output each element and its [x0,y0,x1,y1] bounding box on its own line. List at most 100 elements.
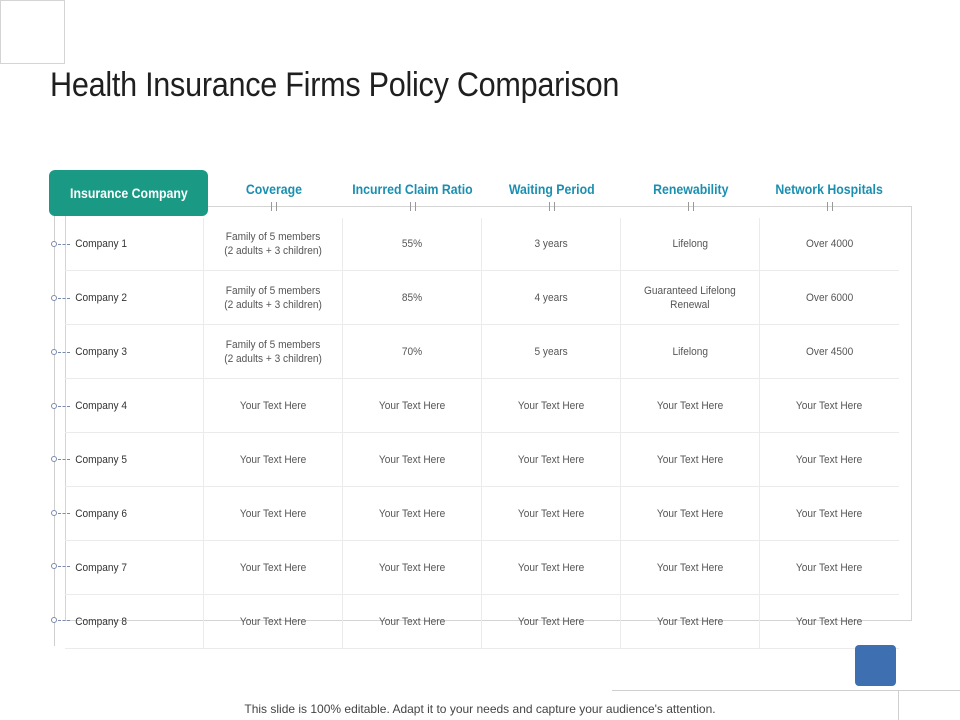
cell-text: Your Text Here [239,615,307,628]
cell-text: 55% [401,238,423,250]
header-label: Incurred Claim Ratio [352,181,473,197]
network-hospitals-cell: Over 4000 [760,218,899,270]
header-label: Renewability [652,181,729,197]
company-cell: Company 7 [65,541,204,594]
renewability-cell: Your Text Here [621,379,760,432]
waiting-period-cell: Your Text Here [482,487,621,540]
corner-placeholder-box [0,0,65,64]
renewability-cell: Your Text Here [621,541,760,594]
row-connector-icon [51,456,71,464]
claim-ratio-cell: Your Text Here [343,433,482,486]
network-hospitals-cell: Your Text Here [760,379,899,432]
cell-text: 4 years [534,291,568,304]
header-label: Insurance Company [69,185,188,201]
row-connector-icon [51,241,71,249]
cell-text: Lifelong [672,345,708,358]
cell-text: Your Text Here [796,561,863,574]
cell-text: Family of 5 members (2 adults + 3 childr… [224,231,322,257]
table-row: Company 2 Family of 5 members (2 adults … [65,271,899,325]
claim-ratio-cell: Your Text Here [343,541,482,594]
header-renewability: Renewability [621,181,760,197]
table-row: Company 4 Your Text Here Your Text Here … [65,379,899,433]
cell-text: Your Text Here [378,453,446,466]
company-name: Company 2 [75,291,128,304]
header-tick-mark [410,202,416,211]
company-name: Company 4 [75,399,128,412]
decorative-line [612,690,960,691]
network-hospitals-cell: Your Text Here [760,541,899,594]
waiting-period-cell: Your Text Here [482,433,621,486]
table-row: Company 5 Your Text Here Your Text Here … [65,433,899,487]
waiting-period-cell: Your Text Here [482,379,621,432]
renewability-cell: Your Text Here [621,595,760,648]
claim-ratio-cell: Your Text Here [343,595,482,648]
header-tick-mark [271,202,277,211]
row-connector-icon [51,563,71,571]
company-cell: Company 1 [65,218,204,270]
header-label: Network Hospitals [775,181,884,197]
cell-text: 85% [401,291,423,304]
header-label: Waiting Period [508,181,595,197]
cell-text: Over 6000 [805,291,854,304]
cell-text: Your Text Here [517,507,585,520]
cell-text: Your Text Here [517,561,585,574]
timeline-line [54,206,55,646]
network-hospitals-cell: Your Text Here [760,487,899,540]
cell-text: Your Text Here [796,615,863,628]
header-coverage: Coverage [204,181,343,197]
cell-text: Your Text Here [239,453,307,466]
renewability-cell: Your Text Here [621,433,760,486]
waiting-period-cell: Your Text Here [482,541,621,594]
company-cell: Company 4 [65,379,204,432]
cell-text: Your Text Here [796,399,863,412]
cell-text: 70% [401,345,423,358]
coverage-cell: Your Text Here [204,379,343,432]
header-incurred-claim-ratio: Incurred Claim Ratio [343,181,482,197]
table-row: Company 8 Your Text Here Your Text Here … [65,595,899,649]
cell-text: Your Text Here [656,453,724,466]
waiting-period-cell: 3 years [482,218,621,270]
renewability-cell: Your Text Here [621,487,760,540]
header-network-hospitals: Network Hospitals [760,181,899,197]
header-insurance-company: Insurance Company [49,170,208,216]
renewability-cell: Lifelong [621,325,760,378]
coverage-cell: Your Text Here [204,541,343,594]
coverage-cell: Family of 5 members (2 adults + 3 childr… [204,218,343,270]
renewability-cell: Lifelong [621,218,760,270]
row-connector-icon [51,403,71,411]
cell-text: Over 4500 [805,345,854,358]
footer-note: This slide is 100% editable. Adapt it to… [244,702,716,716]
row-connector-icon [51,295,71,303]
cell-text: Your Text Here [378,615,446,628]
row-connector-icon [51,510,71,518]
cell-text: Family of 5 members (2 adults + 3 childr… [224,284,322,311]
company-cell: Company 5 [65,433,204,486]
cell-text: 5 years [534,345,568,358]
company-cell: Company 6 [65,487,204,540]
header-tick-mark [549,202,555,211]
decorative-square [855,645,896,686]
cell-text: Lifelong [672,238,708,250]
company-name: Company 5 [75,453,128,466]
header-tick-mark [688,202,694,211]
cell-text: Your Text Here [239,399,307,412]
waiting-period-cell: Your Text Here [482,595,621,648]
cell-text: Your Text Here [378,561,446,574]
network-hospitals-cell: Over 4500 [760,325,899,378]
network-hospitals-cell: Your Text Here [760,595,899,648]
claim-ratio-cell: Your Text Here [343,487,482,540]
coverage-cell: Family of 5 members (2 adults + 3 childr… [204,325,343,378]
header-label: Coverage [245,181,302,197]
table-frame [65,206,912,621]
table-row: Company 3 Family of 5 members (2 adults … [65,325,899,379]
row-connector-icon [51,617,71,625]
company-cell: Company 3 [65,325,204,378]
cell-text: Your Text Here [517,453,585,466]
waiting-period-cell: 5 years [482,325,621,378]
cell-text: Your Text Here [656,399,724,412]
cell-text: Your Text Here [656,507,724,520]
renewability-cell: Guaranteed Lifelong Renewal [621,271,760,324]
network-hospitals-cell: Your Text Here [760,433,899,486]
company-name: Company 1 [75,238,128,250]
header-tick-mark [827,202,833,211]
